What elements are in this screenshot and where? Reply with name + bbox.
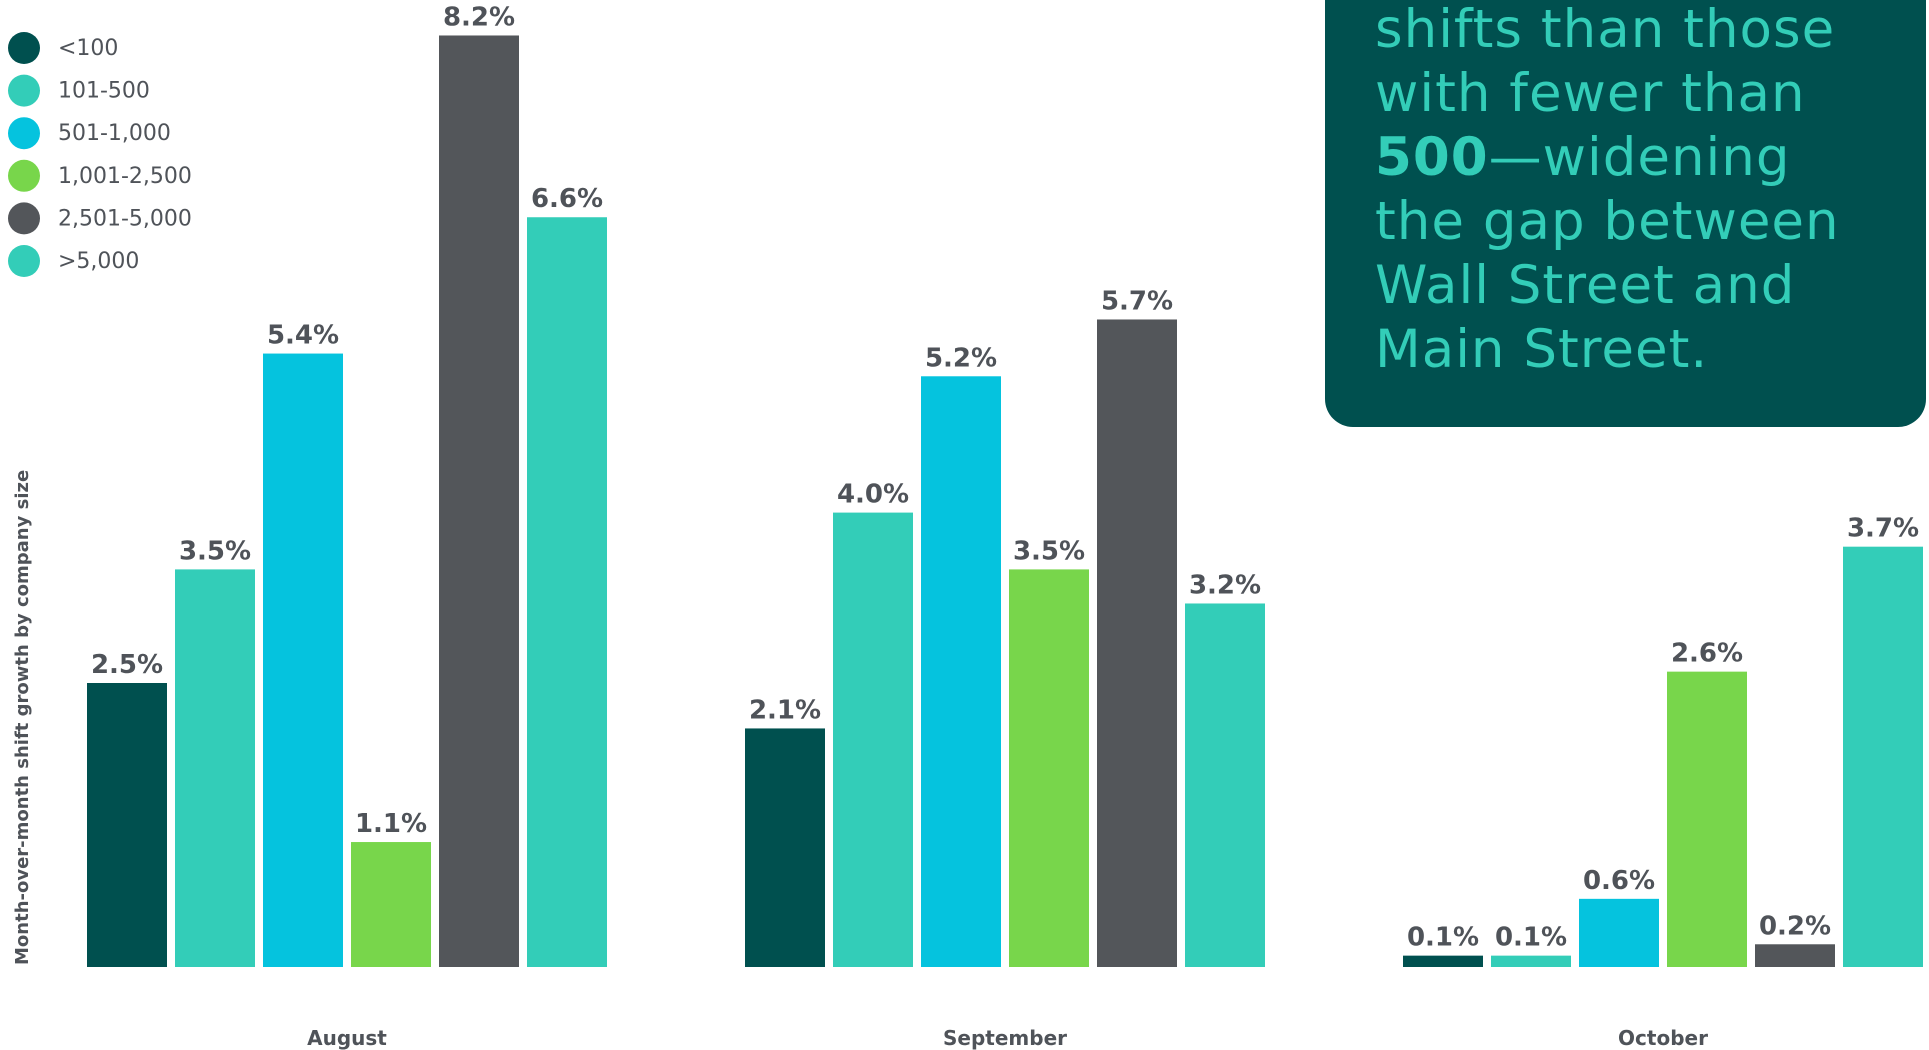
bar-september-series-5 [1097, 319, 1177, 968]
callout-line-3: —widening [1488, 127, 1791, 188]
bar-october-series-6 [1843, 546, 1923, 967]
bar-september-series-2 [833, 512, 913, 967]
data-label-august-series-5: 8.2% [443, 2, 515, 32]
legend-swatch-6 [8, 245, 40, 277]
callout-line-2: with fewer than [1375, 63, 1806, 124]
data-label-august-series-3: 5.4% [267, 321, 339, 351]
callout-line-1: shifts than those [1375, 0, 1836, 60]
bar-october-series-3 [1579, 898, 1659, 967]
data-label-october-series-1: 0.1% [1407, 923, 1479, 953]
bar-october-series-5 [1755, 944, 1835, 967]
category-label-september: September [943, 1026, 1067, 1050]
legend-label-6: >5,000 [58, 249, 139, 274]
bar-august-series-2 [175, 569, 255, 967]
category-label-october: October [1618, 1026, 1708, 1050]
legend: <100 101-500 501-1,000 1,001-2,500 2,501-5,0… [8, 32, 192, 277]
y-axis-label: Month-over-month shift growth by company… [12, 470, 33, 965]
data-label-october-series-5: 0.2% [1759, 911, 1831, 941]
bar-october-series-2 [1491, 955, 1571, 967]
callout-emphasis: 500 [1375, 127, 1489, 188]
data-label-august-series-6: 6.6% [531, 184, 603, 214]
legend-label-3: 501-1,000 [58, 121, 171, 146]
category-labels: August September October [307, 1026, 1708, 1050]
legend-label-5: 2,501-5,000 [58, 206, 192, 231]
bar-labels: 2.5% 3.5% 5.4% 1.1% 8.2% 6.6% 2.1% 4.0% 5.2% 3.5%… [91, 2, 1919, 952]
bar-september-series-6 [1185, 603, 1265, 967]
legend-swatch-5 [8, 202, 40, 235]
bar-august-series-5 [439, 35, 519, 968]
data-label-august-series-4: 1.1% [355, 809, 427, 839]
data-label-october-series-4: 2.6% [1671, 639, 1743, 669]
data-label-september-series-6: 3.2% [1189, 570, 1261, 600]
data-label-august-series-1: 2.5% [91, 650, 163, 680]
legend-swatch-3 [8, 117, 40, 150]
callout-text: shifts than those with fewer than 500—wi… [1375, 0, 1896, 382]
bar-september-series-1 [745, 728, 825, 967]
callout-line-6: Main Street. [1375, 319, 1709, 380]
legend-label-4: 1,001-2,500 [58, 164, 192, 189]
bars [87, 35, 1923, 968]
data-label-october-series-2: 0.1% [1495, 923, 1567, 953]
data-label-october-series-6: 3.7% [1847, 514, 1919, 544]
callout-line-5: Wall Street and [1375, 255, 1796, 316]
legend-swatch-2 [8, 74, 40, 107]
data-label-september-series-1: 2.1% [749, 695, 821, 725]
data-label-september-series-4: 3.5% [1013, 536, 1085, 566]
bar-september-series-3 [921, 376, 1001, 967]
bar-august-series-4 [351, 842, 431, 967]
legend-swatch-4 [8, 159, 40, 192]
bar-october-series-4 [1667, 671, 1747, 967]
bar-august-series-1 [87, 683, 167, 967]
bar-october-series-1 [1403, 955, 1483, 967]
bar-august-series-6 [527, 217, 607, 968]
data-label-september-series-3: 5.2% [925, 343, 997, 373]
callout-line-4: the gap between [1375, 191, 1840, 252]
category-label-august: August [307, 1026, 387, 1050]
callout-box: shifts than those with fewer than 500—wi… [1325, 0, 1926, 427]
bar-august-series-3 [263, 353, 343, 967]
data-label-october-series-3: 0.6% [1583, 866, 1655, 896]
legend-swatch-1 [8, 32, 40, 64]
data-label-september-series-5: 5.7% [1101, 286, 1173, 316]
legend-label-2: 101-500 [58, 79, 150, 104]
data-label-august-series-2: 3.5% [179, 536, 251, 566]
data-label-september-series-2: 4.0% [837, 480, 909, 510]
legend-label-1: <100 [58, 36, 118, 61]
bar-september-series-4 [1009, 569, 1089, 967]
